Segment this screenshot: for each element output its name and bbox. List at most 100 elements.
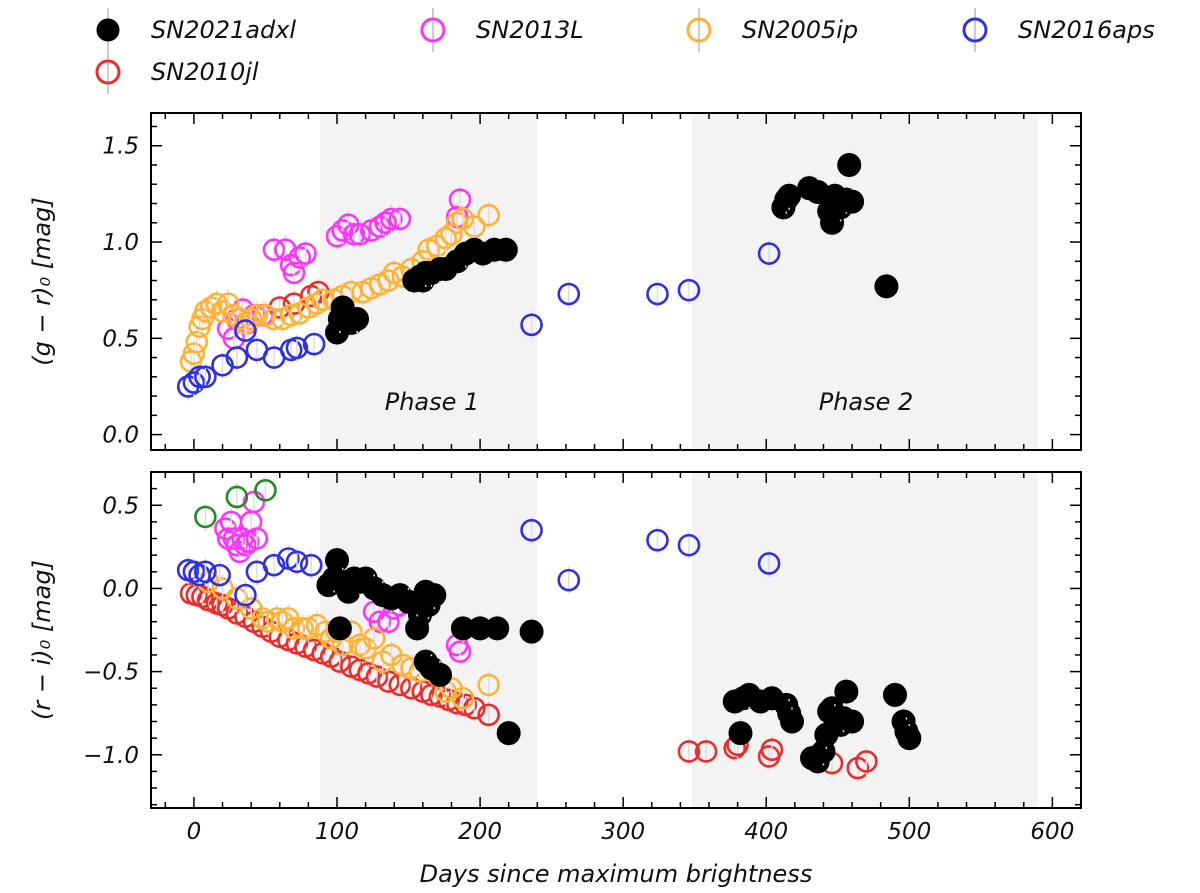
data-point <box>245 303 269 327</box>
y-tick-label: −0.5 <box>83 660 139 686</box>
data-point <box>331 219 355 242</box>
y-tick-label: 0.0 <box>102 576 139 602</box>
data-point <box>234 319 257 342</box>
data-point <box>694 740 718 763</box>
data-point <box>477 703 500 727</box>
data-point <box>182 342 206 366</box>
data-point <box>377 670 400 693</box>
x-tick-label: 200 <box>458 819 502 845</box>
data-point <box>228 307 252 331</box>
data-point <box>757 552 781 575</box>
data-point <box>428 662 453 687</box>
data-point <box>299 553 323 577</box>
data-point <box>837 152 862 177</box>
data-point <box>677 740 701 763</box>
series-sn2010jl <box>179 579 878 783</box>
data-point <box>377 610 400 634</box>
data-point <box>405 616 430 641</box>
data-point <box>388 207 412 231</box>
legend-entry-sn2016aps: SN2016aps <box>962 8 1155 52</box>
legend-entry-sn2010jl: SN2010jl <box>95 50 259 94</box>
data-point <box>282 617 306 640</box>
x-tick-label: 100 <box>315 819 359 845</box>
data-point <box>182 371 206 394</box>
data-point <box>646 528 669 552</box>
data-point <box>520 518 543 542</box>
data-point <box>194 560 217 584</box>
phase-label-2: Phase 2 <box>819 388 914 416</box>
data-point <box>485 616 510 641</box>
x-tick-label: 400 <box>744 819 788 845</box>
y-axis-label: (r − i)₀ [mag] <box>28 560 56 720</box>
data-point <box>305 292 329 315</box>
data-point <box>245 527 269 550</box>
data-point <box>262 553 286 577</box>
plot-frame <box>150 112 1082 451</box>
data-point <box>728 721 753 746</box>
data-point <box>225 346 249 369</box>
legend-entry-sn2021adxl: SN2021adxl <box>96 8 296 52</box>
data-point <box>557 282 581 306</box>
phase-label-1: Phase 1 <box>385 388 480 416</box>
data-point <box>448 640 472 663</box>
legend-label: SN2005ip <box>742 16 858 44</box>
data-point <box>557 568 581 592</box>
data-point <box>374 211 397 235</box>
data-point <box>208 563 231 587</box>
data-point <box>874 274 899 299</box>
legend-label: SN2016aps <box>1018 16 1155 44</box>
x-axis-label: Days since maximum brightness <box>420 860 813 888</box>
data-point <box>519 619 544 644</box>
phase-region-2 <box>691 113 1039 450</box>
data-point <box>288 246 312 269</box>
data-point <box>883 682 907 707</box>
legend-label: SN2013L <box>476 16 584 44</box>
legend-marker <box>962 17 988 43</box>
data-point <box>325 548 349 573</box>
data-point <box>779 709 804 734</box>
data-point <box>188 365 211 389</box>
data-point <box>368 215 392 238</box>
x-tick-label: 500 <box>887 819 931 845</box>
data-point <box>840 189 865 214</box>
data-point <box>194 365 217 389</box>
x-tick-label: 300 <box>601 819 645 845</box>
data-point <box>199 296 223 319</box>
data-point <box>362 627 386 650</box>
legend-marker <box>95 59 121 85</box>
x-tick-label: 0 <box>187 819 202 845</box>
data-point <box>328 650 352 673</box>
y-tick-label: −1.0 <box>83 743 139 769</box>
data-point <box>477 203 500 227</box>
data-point <box>677 533 701 557</box>
data-point <box>646 282 669 306</box>
y-tick-label: 0.5 <box>102 326 139 352</box>
legend-marker <box>686 17 712 43</box>
data-point <box>262 238 286 262</box>
data-point <box>254 478 277 502</box>
y-tick-label: 0.0 <box>102 423 139 449</box>
data-point <box>345 307 370 332</box>
data-point <box>434 226 458 250</box>
data-point <box>222 303 246 327</box>
data-point <box>477 673 500 697</box>
data-point <box>840 709 865 734</box>
y-axis-label: (g − r)₀ [mag] <box>28 197 56 366</box>
plot-frame <box>150 471 1082 809</box>
data-point <box>451 207 475 231</box>
data-point <box>282 261 306 285</box>
phase-region-2 <box>691 472 1039 808</box>
data-point <box>225 485 249 509</box>
data-point <box>834 679 859 704</box>
data-point <box>262 307 286 331</box>
data-point <box>677 278 701 302</box>
y-tick-label: 0.5 <box>102 493 139 519</box>
data-point <box>365 665 389 688</box>
data-point <box>493 237 518 262</box>
data-point <box>520 313 543 337</box>
legend-marker <box>96 18 120 42</box>
data-point <box>185 330 209 354</box>
data-point <box>285 550 309 574</box>
y-tick-label: 1.0 <box>102 230 139 256</box>
